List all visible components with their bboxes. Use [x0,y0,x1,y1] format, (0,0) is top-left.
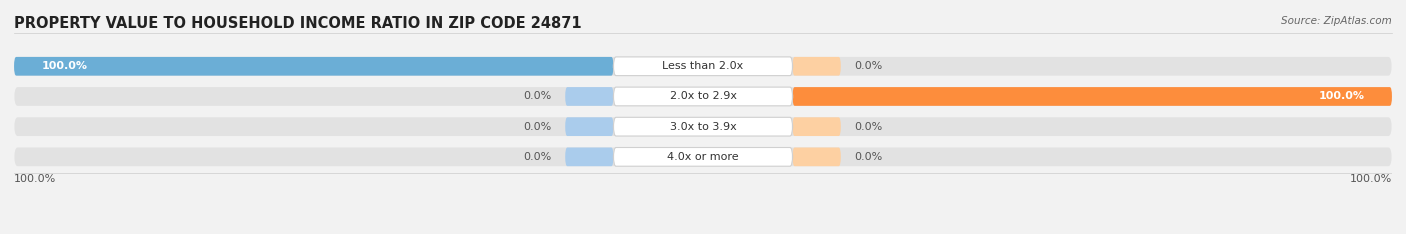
Text: 0.0%: 0.0% [855,122,883,132]
FancyBboxPatch shape [613,147,793,166]
Text: 3.0x to 3.9x: 3.0x to 3.9x [669,122,737,132]
FancyBboxPatch shape [14,57,1392,76]
FancyBboxPatch shape [793,87,1392,106]
FancyBboxPatch shape [613,117,793,136]
Text: 0.0%: 0.0% [855,152,883,162]
FancyBboxPatch shape [793,147,841,166]
FancyBboxPatch shape [14,57,613,76]
FancyBboxPatch shape [613,87,793,106]
Text: 0.0%: 0.0% [855,61,883,71]
FancyBboxPatch shape [14,147,1392,166]
FancyBboxPatch shape [793,57,841,76]
Text: 100.0%: 100.0% [14,174,56,184]
Text: 100.0%: 100.0% [1350,174,1392,184]
Text: Less than 2.0x: Less than 2.0x [662,61,744,71]
FancyBboxPatch shape [14,87,1392,106]
FancyBboxPatch shape [793,117,841,136]
FancyBboxPatch shape [613,57,793,76]
FancyBboxPatch shape [565,147,613,166]
Text: 2.0x to 2.9x: 2.0x to 2.9x [669,91,737,102]
Text: 100.0%: 100.0% [42,61,87,71]
Text: 0.0%: 0.0% [523,152,551,162]
Text: 100.0%: 100.0% [1319,91,1364,102]
FancyBboxPatch shape [565,87,613,106]
Text: 4.0x or more: 4.0x or more [668,152,738,162]
FancyBboxPatch shape [565,117,613,136]
FancyBboxPatch shape [14,117,1392,136]
Text: 0.0%: 0.0% [523,122,551,132]
Text: 0.0%: 0.0% [523,91,551,102]
Text: PROPERTY VALUE TO HOUSEHOLD INCOME RATIO IN ZIP CODE 24871: PROPERTY VALUE TO HOUSEHOLD INCOME RATIO… [14,16,582,31]
Text: Source: ZipAtlas.com: Source: ZipAtlas.com [1281,16,1392,26]
